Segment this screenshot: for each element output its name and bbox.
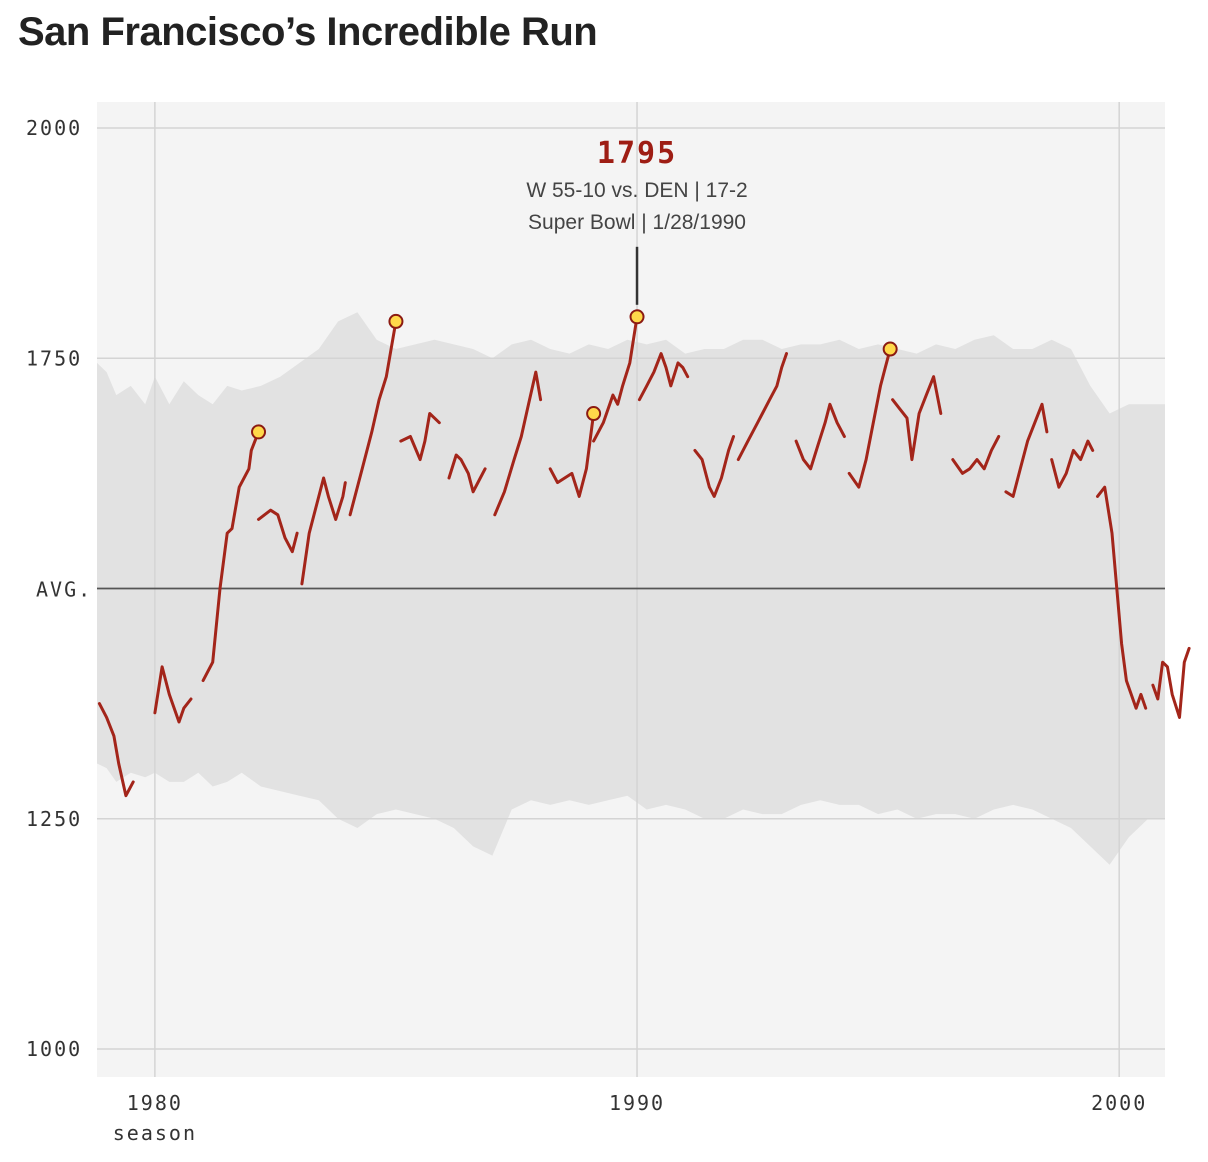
season-line — [1151, 646, 1191, 719]
season-line — [794, 402, 846, 471]
peak-marker — [882, 341, 898, 357]
annotation-game-line: Super Bowl | 1/28/1990 — [528, 211, 746, 234]
peak-marker — [388, 313, 404, 329]
season-line — [847, 347, 892, 489]
x-tick-label: 1980 — [127, 1091, 183, 1115]
season-line — [1096, 485, 1148, 710]
season-line — [153, 665, 193, 724]
season-line — [348, 319, 398, 517]
peak-marker — [629, 309, 645, 325]
y-tick-label: 1250 — [26, 807, 82, 831]
x-axis-label: season — [113, 1121, 197, 1145]
annotation-value: 1795 — [597, 136, 677, 171]
season-line — [1004, 402, 1049, 498]
season-line — [493, 370, 543, 517]
season-line — [548, 412, 596, 498]
season-line — [201, 430, 260, 683]
season-line — [736, 352, 788, 462]
season-line — [592, 315, 639, 443]
peak-marker — [251, 424, 267, 440]
y-tick-label: 2000 — [26, 116, 82, 140]
season-line — [693, 435, 735, 498]
peak-markers — [251, 309, 898, 440]
x-tick-label: 1990 — [609, 1091, 665, 1115]
season-line — [257, 508, 299, 554]
chart-title: San Francisco’s Incredible Run — [18, 10, 598, 54]
season-line — [951, 435, 1001, 475]
x-axis-ticks: 1980 1990 2000 — [127, 1091, 1147, 1115]
y-tick-label: 1750 — [26, 346, 82, 370]
peak-annotation: 1795 W 55-10 vs. DEN | 17-2 Super Bowl |… — [526, 136, 748, 305]
avg-label: AVG. — [36, 578, 92, 602]
season-line — [300, 476, 347, 586]
season-line — [637, 352, 690, 402]
peak-marker — [586, 406, 602, 422]
season-line — [891, 375, 943, 462]
annotation-result-line: W 55-10 vs. DEN | 17-2 — [526, 179, 747, 202]
x-tick-label: 2000 — [1091, 1091, 1147, 1115]
season-line — [97, 702, 135, 798]
y-axis-ticks: 2000 1750 1250 1000 AVG. — [26, 116, 92, 1061]
y-tick-label: 1000 — [26, 1037, 82, 1061]
team-elo-series — [97, 315, 1191, 798]
season-line — [447, 453, 487, 494]
season-line — [399, 412, 441, 462]
season-line — [1050, 439, 1095, 489]
